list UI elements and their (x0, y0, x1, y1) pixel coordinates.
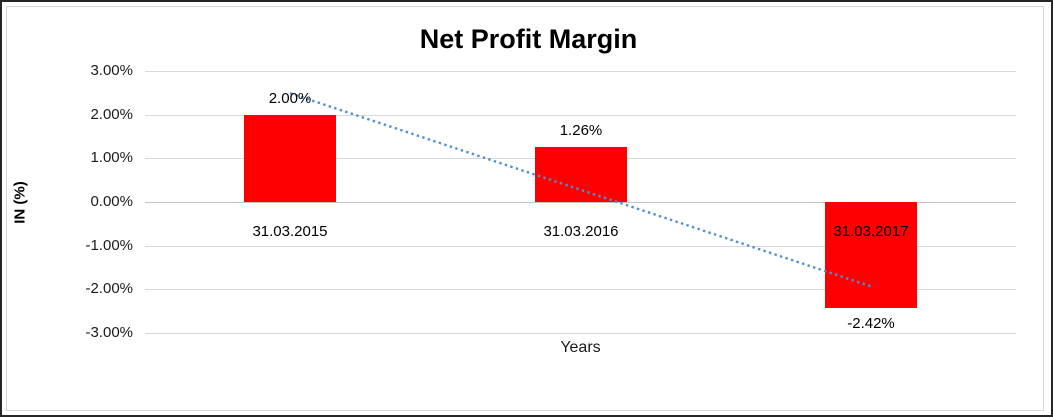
y-axis-title: IN (%) (11, 181, 29, 224)
gridline--3.00% (145, 333, 1016, 334)
chart-title: Net Profit Margin (419, 24, 638, 54)
y-tick-label: -1.00% (85, 237, 133, 254)
bar-31.03.2017 (825, 202, 917, 308)
category-label: 31.03.2017 (833, 223, 909, 240)
y-tick-label: 0.00% (90, 193, 133, 210)
value-label: 2.00% (268, 90, 312, 107)
category-label: 31.03.2015 (252, 223, 328, 240)
y-tick-label: 1.00% (90, 149, 133, 166)
value-label: 1.26% (559, 122, 603, 139)
bar-31.03.2016 (535, 147, 627, 202)
y-tick-label: 2.00% (90, 106, 133, 123)
x-axis-title: Years (560, 339, 601, 356)
bar-31.03.2015 (244, 115, 336, 202)
gridline-3.00% (145, 71, 1016, 72)
y-tick-label: 3.00% (90, 62, 133, 79)
gridline--2.00% (145, 289, 1016, 290)
y-tick-label: -3.00% (85, 324, 133, 341)
category-label: 31.03.2016 (543, 223, 619, 240)
y-tick-label: -2.00% (85, 280, 133, 297)
value-label: -2.42% (847, 315, 895, 332)
